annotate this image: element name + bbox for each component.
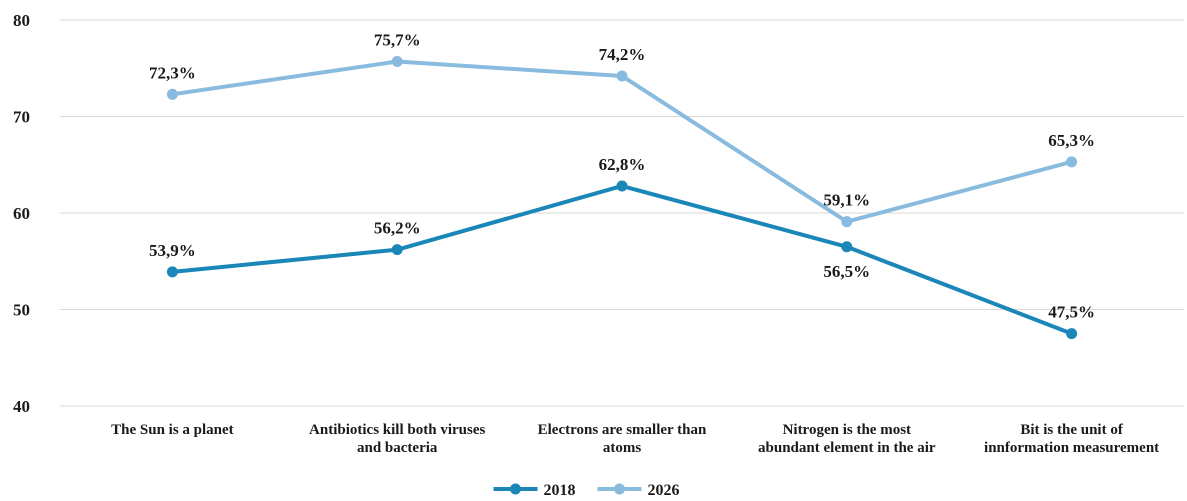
y-tick-label: 60 [13,204,30,223]
series-lines [166,55,1078,340]
legend-swatch-marker [510,483,521,495]
x-category-label: abundant element in the air [758,440,936,456]
data-label-2026: 59,1% [823,191,870,210]
data-label-2026: 65,3% [1048,131,1095,150]
y-tick-label: 50 [13,301,30,320]
series-line-2018 [170,183,1074,336]
y-tick-label: 70 [13,108,30,127]
legend-swatch-marker [614,483,625,495]
x-axis-category-labels: The Sun is a planet Antibiotics kill both… [111,422,1159,456]
x-category-label: The Sun is a planet [111,422,234,438]
data-point-2018 [616,180,628,192]
data-label-2018: 53,9% [149,241,196,260]
x-category-label: Antibiotics kill both viruses [309,422,485,438]
y-tick-label: 80 [13,11,30,30]
data-label-2018: 62,8% [599,155,646,174]
series-line-2026 [170,59,1074,224]
data-point-2026 [841,216,853,228]
data-label-2018: 56,5% [823,262,870,281]
data-point-2026 [166,88,178,100]
x-category-label: innformation measurement [984,440,1159,456]
data-point-2018 [166,266,178,278]
data-label-2018: 56,2% [374,219,421,238]
data-label-2026: 75,7% [374,30,421,49]
legend-label: 2026 [648,482,680,499]
legend-label: 2018 [544,482,576,499]
x-category-label: atoms [603,440,641,456]
data-label-2018: 47,5% [1048,303,1095,322]
gridlines [60,19,1184,407]
x-category-label: Electrons are smaller than [538,422,707,438]
y-axis: 40 50 60 70 80 [13,11,30,416]
data-point-2026 [1066,156,1078,168]
data-point-2018 [1066,328,1078,340]
x-category-label: and bacteria [357,440,438,456]
data-point-2018 [391,244,403,256]
legend: 2018 2026 [493,482,680,499]
data-labels: 53,9% 56,2% 62,8% 56,5% 47,5% 72,3% 75,7% 74,2%… [149,30,1095,321]
data-point-2026 [616,70,628,82]
data-label-2026: 72,3% [149,63,196,82]
x-category-label: Bit is the unit of [1020,422,1124,438]
x-category-label: Nitrogen is the most [783,422,911,438]
data-point-2026 [391,55,403,67]
y-tick-label: 40 [13,397,30,416]
data-label-2026: 74,2% [599,45,646,64]
data-point-2018 [841,241,853,253]
